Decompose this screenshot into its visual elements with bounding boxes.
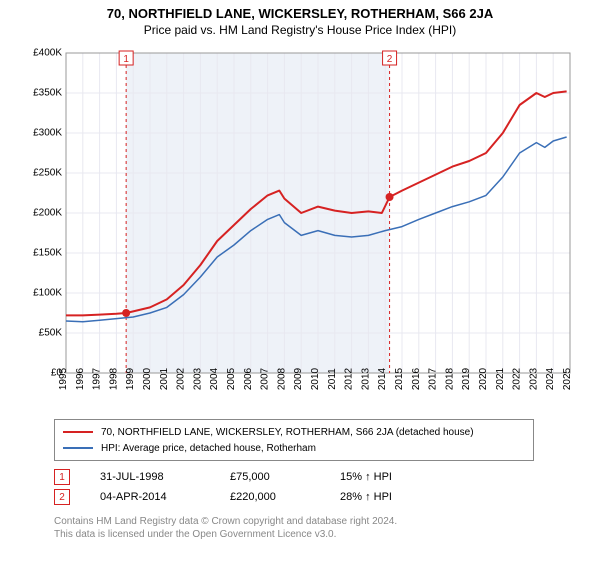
svg-text:2000: 2000 — [142, 367, 153, 390]
svg-text:£300K: £300K — [33, 128, 62, 139]
marker-date-1: 31-JUL-1998 — [100, 471, 200, 483]
svg-text:2009: 2009 — [293, 367, 304, 390]
marker-badge-2: 2 — [54, 489, 70, 505]
footer-line-2: This data is licensed under the Open Gov… — [54, 528, 600, 541]
marker-price-2: £220,000 — [230, 491, 310, 503]
svg-text:2011: 2011 — [327, 368, 338, 390]
marker-row-2: 2 04-APR-2014 £220,000 28% ↑ HPI — [54, 487, 600, 507]
svg-text:2020: 2020 — [478, 367, 489, 390]
legend-row-property: 70, NORTHFIELD LANE, WICKERSLEY, ROTHERH… — [63, 424, 525, 440]
svg-text:2019: 2019 — [461, 367, 472, 390]
marker-table: 1 31-JUL-1998 £75,000 15% ↑ HPI 2 04-APR… — [54, 467, 600, 507]
svg-text:2013: 2013 — [360, 367, 371, 390]
legend-swatch-hpi — [63, 447, 93, 449]
svg-text:1: 1 — [123, 54, 129, 65]
svg-text:2025: 2025 — [562, 367, 573, 390]
svg-text:2004: 2004 — [209, 367, 220, 390]
marker-row-1: 1 31-JUL-1998 £75,000 15% ↑ HPI — [54, 467, 600, 487]
marker-date-2: 04-APR-2014 — [100, 491, 200, 503]
marker-price-1: £75,000 — [230, 471, 310, 483]
svg-text:2023: 2023 — [528, 367, 539, 390]
svg-text:1995: 1995 — [58, 367, 69, 390]
page-title: 70, NORTHFIELD LANE, WICKERSLEY, ROTHERH… — [0, 6, 600, 21]
svg-text:2001: 2001 — [159, 367, 170, 390]
svg-text:1999: 1999 — [125, 367, 136, 390]
svg-text:£400K: £400K — [33, 48, 62, 59]
svg-text:2007: 2007 — [260, 367, 271, 390]
svg-text:2017: 2017 — [428, 367, 439, 390]
marker-pct-2: 28% ↑ HPI — [340, 491, 430, 503]
svg-text:1997: 1997 — [92, 367, 103, 390]
price-chart: 12£0£50K£100K£150K£200K£250K£300K£350K£4… — [20, 43, 580, 413]
legend: 70, NORTHFIELD LANE, WICKERSLEY, ROTHERH… — [54, 419, 534, 461]
svg-text:2016: 2016 — [411, 367, 422, 390]
svg-text:2006: 2006 — [243, 367, 254, 390]
footer-line-1: Contains HM Land Registry data © Crown c… — [54, 515, 600, 528]
svg-text:2002: 2002 — [176, 367, 187, 390]
svg-text:2015: 2015 — [394, 367, 405, 390]
svg-text:£200K: £200K — [33, 208, 62, 219]
marker-pct-1: 15% ↑ HPI — [340, 471, 430, 483]
svg-text:2021: 2021 — [495, 367, 506, 390]
footer: Contains HM Land Registry data © Crown c… — [54, 515, 600, 541]
svg-text:2008: 2008 — [276, 367, 287, 390]
svg-text:2010: 2010 — [310, 367, 321, 390]
svg-text:2022: 2022 — [512, 367, 523, 390]
legend-row-hpi: HPI: Average price, detached house, Roth… — [63, 440, 525, 456]
svg-text:£100K: £100K — [33, 288, 62, 299]
svg-text:2: 2 — [387, 54, 393, 65]
legend-label-hpi: HPI: Average price, detached house, Roth… — [101, 443, 316, 454]
svg-text:1998: 1998 — [108, 367, 119, 390]
svg-text:2014: 2014 — [377, 367, 388, 390]
marker-badge-1: 1 — [54, 469, 70, 485]
svg-text:2012: 2012 — [344, 367, 355, 390]
svg-text:£250K: £250K — [33, 168, 62, 179]
svg-text:2024: 2024 — [545, 367, 556, 390]
svg-text:2018: 2018 — [444, 367, 455, 390]
svg-text:£50K: £50K — [39, 328, 63, 339]
svg-text:2003: 2003 — [192, 367, 203, 390]
svg-text:2005: 2005 — [226, 367, 237, 390]
svg-text:£150K: £150K — [33, 248, 62, 259]
page-subtitle: Price paid vs. HM Land Registry's House … — [0, 23, 600, 37]
legend-swatch-property — [63, 431, 93, 433]
svg-text:£350K: £350K — [33, 88, 62, 99]
legend-label-property: 70, NORTHFIELD LANE, WICKERSLEY, ROTHERH… — [101, 427, 474, 438]
svg-text:1996: 1996 — [75, 367, 86, 390]
